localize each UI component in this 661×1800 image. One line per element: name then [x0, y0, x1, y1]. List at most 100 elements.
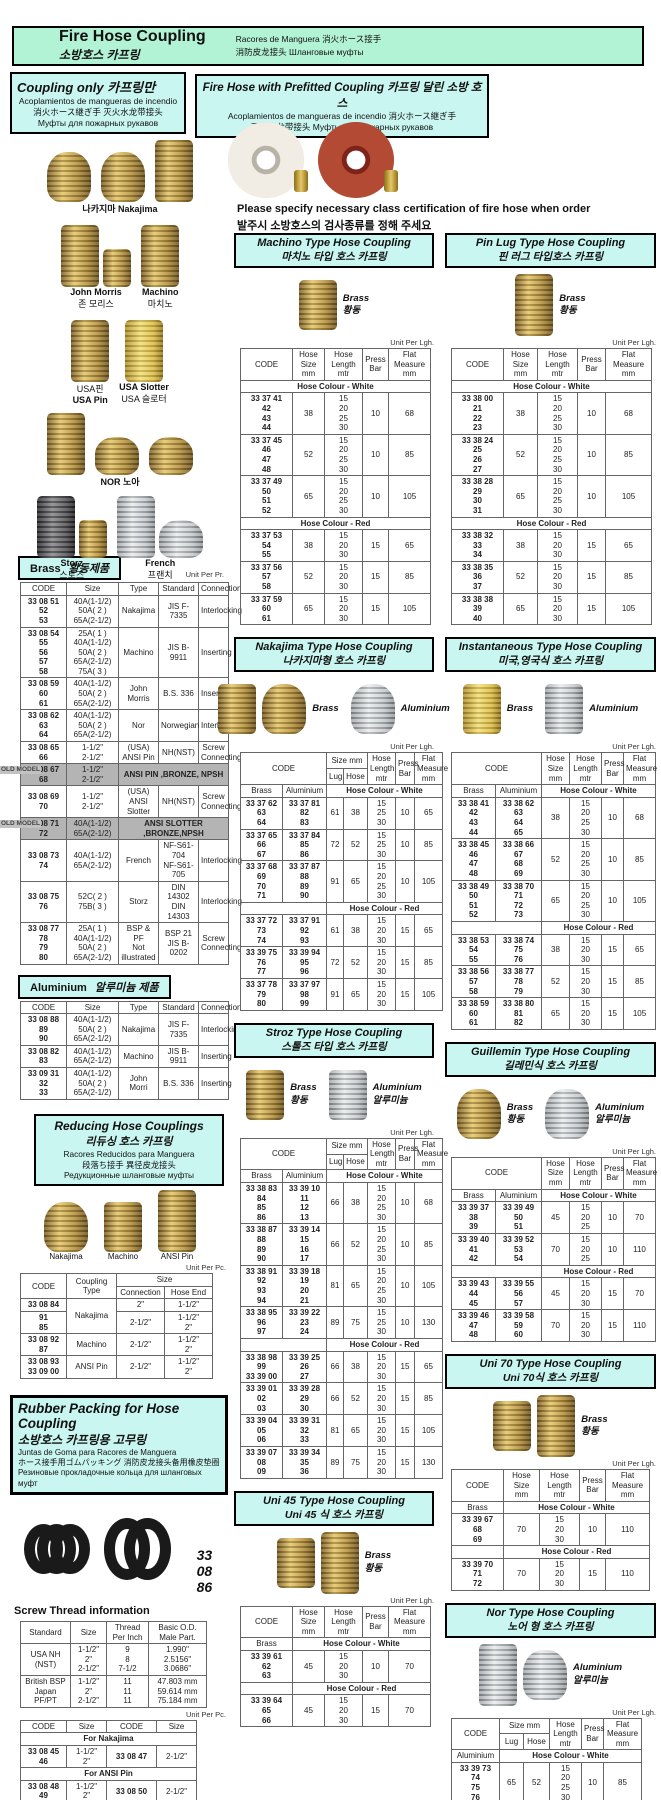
table-cell: 33 39 18 19 20 21 [282, 1264, 327, 1308]
table-cell: Hose Length mtr [324, 348, 363, 381]
pinlug-unit-label: Unit Per Lgh. [612, 338, 656, 347]
right-column: Pin Lug Type Hose Coupling 핀 러그 타입호스 카프링… [441, 233, 660, 1800]
table-cell: 66 [326, 1382, 344, 1416]
coupling-only-line1: Acoplamientos de mangueras de incendio [18, 96, 178, 106]
material-kr: 황동 [342, 305, 361, 316]
table-cell: 47.803 mm 59.614 mm 75.184 mm [148, 1675, 207, 1708]
rubber-line1: Juntas de Goma para Racores de Manguera [18, 1447, 177, 1457]
uni45-spec: CODE Hose Size mm Hose Length mtr Press Bar… [230, 1605, 438, 1728]
reducing-ansipin-label: ANSI Pin [160, 1252, 194, 1262]
table-cell: 52 [541, 965, 570, 999]
table-cell: Hose Colour - White [240, 379, 431, 394]
table-cell: 33 39 01 02 03 [240, 1382, 283, 1416]
table-cell: 65 [292, 475, 325, 518]
material-en: Aluminium [372, 1082, 422, 1094]
table-cell: Aluminium [282, 1169, 327, 1184]
table-cell: 65 [414, 796, 443, 830]
table-cell: 1.990" 2.5156" 3.0686" [148, 1643, 207, 1677]
stroz-title-en: Stroz Type Hose Coupling [265, 1026, 403, 1039]
table-cell: 33 08 88 89 90 [20, 1013, 67, 1046]
table-cell: CODE [451, 1468, 504, 1502]
instantaneous-unit-label: Unit Per Lgh. [612, 742, 656, 752]
table-cell: 52 [343, 1223, 368, 1266]
table-cell: 15 20 25 30 [367, 1182, 396, 1225]
table-cell: 2-1/2" [156, 1779, 197, 1800]
table-cell: Hose Colour - Red [326, 901, 443, 916]
table-cell: 15 [577, 592, 606, 626]
table-cell: 1-1/2" 2" [164, 1355, 213, 1379]
table-cell: CODE [451, 752, 542, 786]
usa-slotter-label: USA Slotter [119, 382, 169, 393]
pinlug-title-en: Pin Lug Type Hose Coupling [475, 237, 626, 249]
stroz-section-title: Stroz Type Hose Coupling 스톨즈 타입 호스 카프링 [234, 1022, 434, 1058]
table-cell: 52 [523, 1761, 550, 1800]
table-cell: 33 08 93 33 09 00 [20, 1355, 67, 1379]
table-cell: 15 25 30 [367, 1306, 396, 1339]
table-cell: Hose End [164, 1285, 213, 1300]
table-cell: 15 20 30 [367, 1445, 396, 1479]
french-coupling-photo [159, 520, 204, 559]
table-cell: 33 38 87 88 89 90 [240, 1223, 283, 1266]
table-cell: CODE [451, 1717, 500, 1751]
table-cell: 1-1/2" 2" [164, 1333, 213, 1357]
table-cell: 33 39 55 56 57 [495, 1277, 542, 1311]
table-cell: Inserting [198, 1067, 232, 1100]
nakajima-title-en: Nakajima Type Hose Coupling [255, 641, 413, 654]
table-cell: 33 37 41 42 43 44 [240, 392, 293, 435]
table-cell: 65 [605, 529, 652, 562]
table-cell: 15 [601, 1309, 624, 1342]
table-cell: 33 38 49 50 51 52 [451, 879, 496, 922]
machino-photos: Brass 황동 [230, 274, 438, 336]
table-cell: 75 [343, 1306, 368, 1339]
table-cell: Hose Colour - Red [240, 516, 431, 531]
stroz-spec: CODE Size mm Hose Length mtr Press Bar Flat … [230, 1137, 448, 1479]
material-en: Brass [581, 1413, 608, 1425]
table-cell: 15 20 30 [569, 965, 602, 999]
table-cell: Flat Measure mm [603, 1717, 642, 1751]
coupling-only-line3: Муфты для пожарных рукавов [37, 118, 159, 129]
guillemin-unit-label: Unit Per Lgh. [612, 1146, 656, 1156]
table-cell: Hose Colour - Red [451, 516, 652, 531]
table-cell: 15 20 25 30 [537, 475, 578, 518]
table-cell: Screw Connecting [198, 741, 241, 765]
table-cell: 15 [579, 1557, 606, 1591]
table-cell: 38 [292, 529, 325, 562]
table-cell: 15 [577, 560, 606, 594]
table-cell: 33 38 56 57 58 [451, 965, 496, 999]
usa-pin-figure: USA핀 USA Pin [71, 320, 110, 405]
header-translations: Racores de Manguera 消火ホース接手 消防皮龙接头 Шланг… [236, 33, 382, 59]
french-label-kr: 프랜치 [147, 570, 173, 581]
table-cell: Flat Measure mm [414, 752, 448, 786]
brass-label: Brass [30, 563, 61, 576]
table-cell: 70 [541, 1233, 570, 1266]
table-cell: CODE [240, 1137, 327, 1171]
uni45-brass-photo2 [320, 1531, 359, 1594]
table-cell: Machino [118, 1044, 159, 1069]
table-cell: 15 20 25 [569, 1233, 602, 1266]
guillemin-title-en: Guillemin Type Hose Coupling [470, 1045, 631, 1058]
table-cell: 65 [623, 933, 656, 967]
table-cell: 40A(1-1/2) 50A( 2 ) 65A(2-1/2) [66, 709, 119, 743]
order-note: Please specify necessary class certifica… [237, 203, 661, 233]
table-cell: Screw Connecting [198, 785, 241, 819]
rubber-title: Rubber Packing for Hose Coupling [18, 1400, 180, 1431]
table-cell: 33 39 64 65 66 [240, 1694, 293, 1728]
reducing-ansipin-photo [158, 1190, 196, 1253]
aluminium-products-table: CODE Size Type Standard Connection 33 08 88 8… [20, 1000, 242, 1100]
table-cell: Hose Colour - Red [326, 1337, 443, 1352]
guillemin-spec-table: CODE Hose Size mm Hose Length mtr Press Bar… [451, 1156, 657, 1342]
usa-row: USA핀 USA Pin USA Slotter USA 슬로터 [10, 320, 230, 405]
table-cell: Press Bar [395, 1137, 418, 1171]
table-cell: 2-1/2" [156, 1745, 197, 1769]
material-en: Aluminium [595, 1101, 645, 1113]
aluminium-material-box: Aluminium 알루미늄 제품 [18, 974, 171, 999]
table-cell: 2" [116, 1298, 165, 1312]
table-cell: 38 [343, 1182, 368, 1225]
nor-alu-photo [478, 1643, 517, 1706]
instantaneous-material-label: Aluminium [589, 703, 638, 715]
table-cell: John Morri [118, 1067, 159, 1100]
table-cell: 33 38 28 29 30 31 [451, 475, 504, 518]
table-cell: 33 37 45 46 47 48 [240, 433, 293, 477]
left-column: Coupling only 카프링만 Acoplamientos de mang… [0, 72, 242, 1800]
